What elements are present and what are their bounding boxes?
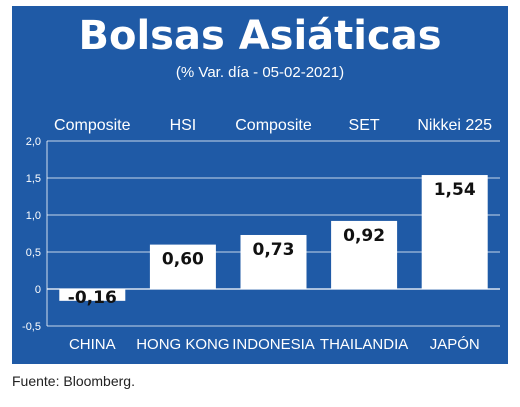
bar xyxy=(240,234,307,289)
bar-value-label: -0,16 xyxy=(68,288,117,308)
category-label: INDONESIA xyxy=(232,336,315,353)
y-tick-label: 1,5 xyxy=(26,173,41,185)
index-name-label: Composite xyxy=(54,117,131,134)
y-tick-label: -0,5 xyxy=(22,321,41,333)
y-tick-label: 0,5 xyxy=(26,247,41,259)
index-name-label: Composite xyxy=(235,117,312,134)
bar xyxy=(149,244,216,289)
category-label: JAPÓN xyxy=(430,336,480,353)
index-name-label: HSI xyxy=(170,117,197,134)
chart-title: Bolsas Asiáticas xyxy=(78,13,442,59)
bar-value-label: 1,54 xyxy=(434,180,476,200)
bar xyxy=(331,220,398,289)
y-tick-label: 0 xyxy=(35,284,41,296)
bar xyxy=(421,175,488,289)
chart-subtitle: (% Var. día - 05-02-2021) xyxy=(175,64,345,81)
bar-value-label: 0,60 xyxy=(162,250,204,270)
y-tick-label: 2,0 xyxy=(26,136,41,148)
bar xyxy=(59,289,126,301)
index-name-label: SET xyxy=(349,117,380,134)
source-note: Fuente: Bloomberg. xyxy=(12,373,135,389)
category-label: CHINA xyxy=(69,336,116,353)
y-tick-label: 1,0 xyxy=(26,210,41,222)
category-label: HONG KONG xyxy=(136,336,229,353)
index-name-label: Nikkei 225 xyxy=(417,117,492,134)
bar-value-label: 0,73 xyxy=(253,240,295,260)
category-label: THAILANDIA xyxy=(320,336,408,353)
bar-value-label: 0,92 xyxy=(343,226,385,246)
